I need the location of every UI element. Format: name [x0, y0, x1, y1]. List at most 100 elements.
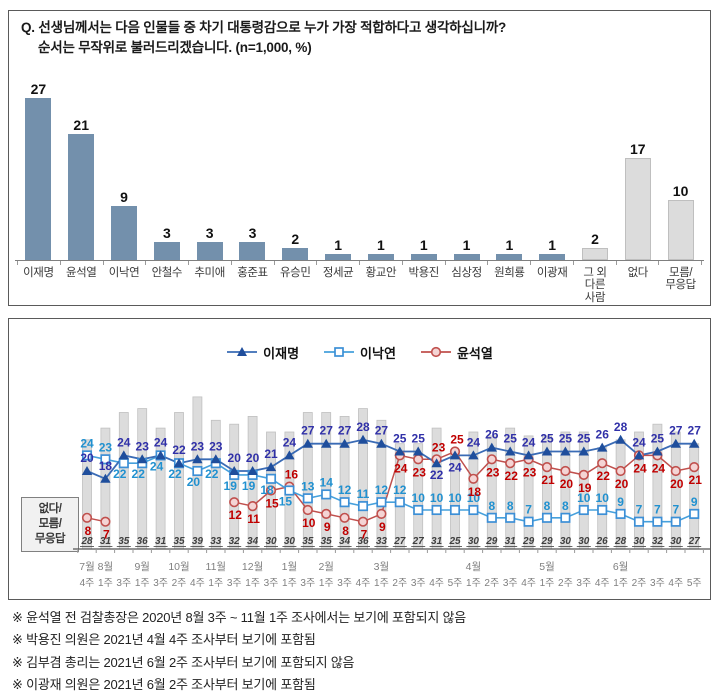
point-label: 8 [544, 499, 551, 513]
bar-value-label: 1 [377, 236, 385, 253]
triangle-marker [173, 458, 185, 468]
point-label: 26 [485, 428, 499, 442]
triangle-marker [689, 438, 700, 448]
bar-value-label: 2 [291, 230, 300, 247]
no-answer-value-label: 33 [376, 536, 388, 547]
no-answer-value-label: 35 [173, 536, 185, 547]
category-label-line: 추미애 [194, 266, 225, 279]
no-answer-value-label: 30 [560, 536, 572, 547]
bar [367, 253, 394, 260]
point-label: 20 [80, 451, 94, 465]
point-label: 24 [633, 461, 647, 475]
bar-value-label: 1 [548, 236, 557, 253]
week-label: 4주 [429, 578, 444, 589]
category-label: 윤석열 [60, 267, 103, 306]
category-label: 이낙연 [103, 267, 146, 306]
point-label: 25 [412, 432, 426, 446]
circle-marker [229, 497, 240, 508]
circle-marker [357, 516, 369, 527]
bar-column: 10 [659, 183, 702, 260]
square-marker [523, 516, 534, 527]
footnote: ※ 윤석열 전 검찰총장은 2020년 8월 3주 ~ 11월 1주 조사에서는… [12, 610, 467, 625]
month-label: 4월 [466, 561, 482, 573]
footnotes: ※ 윤석열 전 검찰총장은 2020년 8월 3주 ~ 11월 1주 조사에서는… [8, 600, 711, 696]
circle-marker [321, 508, 332, 519]
category-label-line: 다른 [584, 279, 606, 292]
point-label: 24 [117, 435, 131, 449]
category-label: 없다 [616, 267, 659, 306]
point-label: 25 [651, 432, 665, 446]
month-label: 11월 [206, 561, 227, 573]
axis-tick [617, 260, 660, 265]
square-marker [541, 512, 553, 523]
legend-item-leejaemyung: 이재명 [226, 343, 299, 362]
triangle-marker [541, 446, 553, 456]
month-label: 5월 [539, 561, 555, 573]
no-answer-value-label: 33 [210, 536, 222, 547]
week-label: 5주 [687, 578, 702, 589]
bar [111, 205, 138, 260]
point-label: 20 [228, 451, 242, 465]
square-marker [578, 504, 589, 516]
no-answer-value-label: 27 [393, 536, 406, 547]
no-answer-value-label: 31 [431, 536, 443, 547]
bar-column: 2 [274, 231, 317, 260]
category-label-line: 유승민 [280, 266, 311, 279]
week-label: 3주 [116, 578, 131, 589]
square-marker [652, 516, 663, 527]
footnote: ※ 박용진 의원은 2021년 4월 4주 조사부터 보기에 포함됨 [12, 632, 316, 648]
circle-marker [689, 461, 700, 473]
point-label: 20 [246, 451, 260, 465]
point-label: 27 [688, 424, 702, 438]
square-marker [468, 504, 479, 516]
no-answer-value-label: 39 [192, 536, 204, 547]
week-label: 1주 [319, 578, 334, 589]
category-label: 황교안 [360, 267, 403, 306]
circle-marker [670, 465, 681, 477]
category-label-line: 없다 [627, 266, 649, 279]
square-marker [689, 508, 700, 519]
week-label: 3주 [227, 578, 242, 589]
bar-column: 1 [445, 237, 488, 260]
bar [667, 199, 694, 260]
point-label: 28 [356, 420, 370, 434]
bar-column: 3 [188, 225, 231, 260]
category-label-line: 사람 [584, 292, 606, 305]
square-marker [357, 501, 369, 512]
no-answer-value-label: 36 [357, 536, 369, 547]
axis-tick [61, 260, 104, 265]
point-label: 12 [229, 508, 243, 522]
square-marker [670, 516, 681, 527]
square-marker [339, 497, 350, 508]
axis-note-line: 무응답 [34, 532, 66, 545]
point-label: 15 [265, 497, 279, 511]
no-answer-value-label: 36 [137, 536, 149, 547]
triangle-marker [302, 438, 313, 448]
bar [453, 253, 480, 260]
square-marker [284, 485, 295, 496]
week-label: 1주 [245, 578, 260, 589]
point-label: 12 [375, 483, 389, 497]
triangle-marker [357, 434, 369, 444]
bar-value-label: 1 [419, 236, 428, 253]
point-label: 8 [507, 499, 514, 513]
candidate-bar-chart: 27 21 9 3 3 3 2 1 1 1 1 1 1 2 17 10 이재명 윤석열 이낙연 안철수 추미애 홍준표 유승… [15, 81, 704, 306]
bar-value-label: 9 [120, 188, 128, 205]
square-marker [302, 493, 313, 504]
no-answer-value-label: 35 [118, 536, 130, 547]
bar-column: 1 [488, 237, 531, 260]
no-answer-axis-label: 없다/ 모름/ 무응답 [21, 497, 79, 552]
circle-series-icon [420, 345, 452, 361]
bar-value-label: 27 [30, 80, 47, 97]
square-marker [376, 497, 387, 508]
point-label: 9 [379, 520, 386, 534]
legend-label: 이낙연 [360, 346, 396, 361]
bar-value-label: 21 [73, 116, 89, 133]
point-label: 7 [672, 503, 679, 517]
point-label: 16 [285, 468, 299, 482]
bar-column: 17 [616, 141, 659, 260]
bar [68, 133, 95, 260]
bar-value-label: 3 [248, 224, 257, 241]
category-label-line: 홍준표 [237, 266, 268, 279]
series-line [86, 438, 695, 480]
